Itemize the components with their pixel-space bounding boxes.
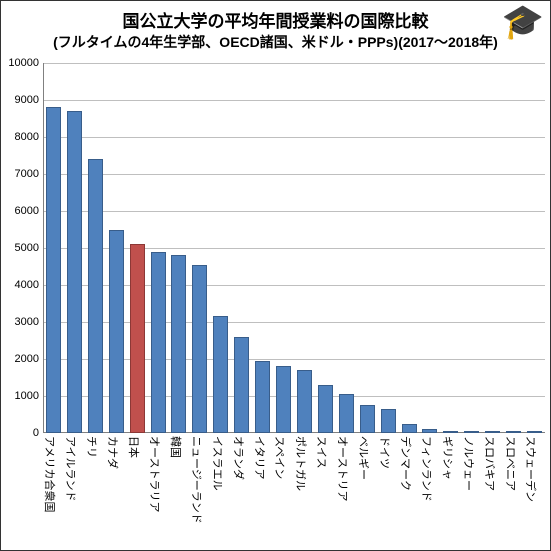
bar	[276, 366, 291, 433]
x-tick-label: スウェーデン	[523, 436, 539, 502]
chart-title: 国公立大学の平均年間授業料の国際比較	[1, 7, 550, 32]
bar	[192, 265, 207, 433]
y-tick-label: 8000	[15, 131, 39, 143]
x-tick-label: オランダ	[231, 436, 247, 480]
bar	[339, 394, 354, 433]
bar	[464, 431, 479, 433]
bar	[527, 431, 542, 433]
bar	[130, 244, 145, 433]
bar	[46, 107, 61, 433]
x-tick-label: イスラエル	[210, 436, 226, 491]
bars-group	[43, 63, 545, 433]
y-tick-label: 4000	[15, 279, 39, 291]
bar	[485, 431, 500, 433]
bar	[297, 370, 312, 433]
x-tick-label: オーストリア	[335, 436, 351, 501]
y-tick-label: 9000	[15, 94, 39, 106]
x-tick-label: オーストラリア	[147, 436, 163, 512]
chart-container: 国公立大学の平均年間授業料の国際比較 (フルタイムの4年生学部、OECD諸国、米…	[0, 0, 551, 551]
x-tick-label: ポルトガル	[293, 436, 309, 491]
y-tick-label: 3000	[15, 316, 39, 328]
y-tick-label: 1000	[15, 390, 39, 402]
bar	[422, 429, 437, 433]
x-tick-label: アイルランド	[63, 436, 79, 501]
x-tick-label: ノルウェー	[461, 436, 477, 491]
bar	[506, 431, 521, 433]
x-tick-label: スロベニア	[503, 436, 519, 491]
y-tick-label: 0	[33, 427, 39, 439]
bar	[171, 255, 186, 433]
x-tick-label: ドイツ	[377, 436, 393, 469]
x-tick-label: スペイン	[272, 436, 288, 479]
x-tick-label: ニュージーランド	[189, 436, 205, 524]
y-tick-label: 10000	[8, 57, 39, 69]
bar	[109, 230, 124, 434]
y-tick-label: 5000	[15, 242, 39, 254]
bar	[402, 424, 417, 433]
plot-area: アメリカ合衆国アイルランドチリカナダ日本オーストラリア韓国ニュージーランドイスラ…	[43, 63, 545, 433]
chart-title-block: 国公立大学の平均年間授業料の国際比較 (フルタイムの4年生学部、OECD諸国、米…	[1, 7, 550, 52]
x-tick-label: フィンランド	[419, 436, 435, 502]
x-tick-label: ギリシャ	[440, 436, 456, 480]
y-tick-label: 6000	[15, 205, 39, 217]
x-tick-label: デンマーク	[398, 436, 414, 491]
bar	[234, 337, 249, 433]
x-tick-label: スロバキア	[482, 436, 498, 491]
chart-subtitle: (フルタイムの4年生学部、OECD諸国、米ドル・PPPs)(2017～2018年…	[1, 32, 550, 52]
mascot-icon: 🎓	[502, 5, 544, 39]
bar	[67, 111, 82, 433]
y-tick-label: 2000	[15, 353, 39, 365]
bar	[151, 252, 166, 433]
bar	[255, 361, 270, 433]
x-tick-label: 韓国	[168, 436, 184, 458]
x-tick-label: イタリア	[252, 436, 268, 480]
x-tick-label: スイス	[314, 436, 330, 469]
bar	[213, 316, 228, 433]
bar	[88, 159, 103, 433]
bar	[443, 431, 458, 433]
x-tick-label: アメリカ合衆国	[42, 436, 58, 512]
x-tick-label: チリ	[84, 436, 100, 458]
bar	[381, 409, 396, 433]
x-tick-label: ベルギー	[356, 436, 372, 480]
y-tick-label: 7000	[15, 168, 39, 180]
x-tick-label: カナダ	[105, 436, 121, 469]
bar	[318, 385, 333, 433]
bar	[360, 405, 375, 433]
x-tick-label: 日本	[126, 436, 142, 458]
